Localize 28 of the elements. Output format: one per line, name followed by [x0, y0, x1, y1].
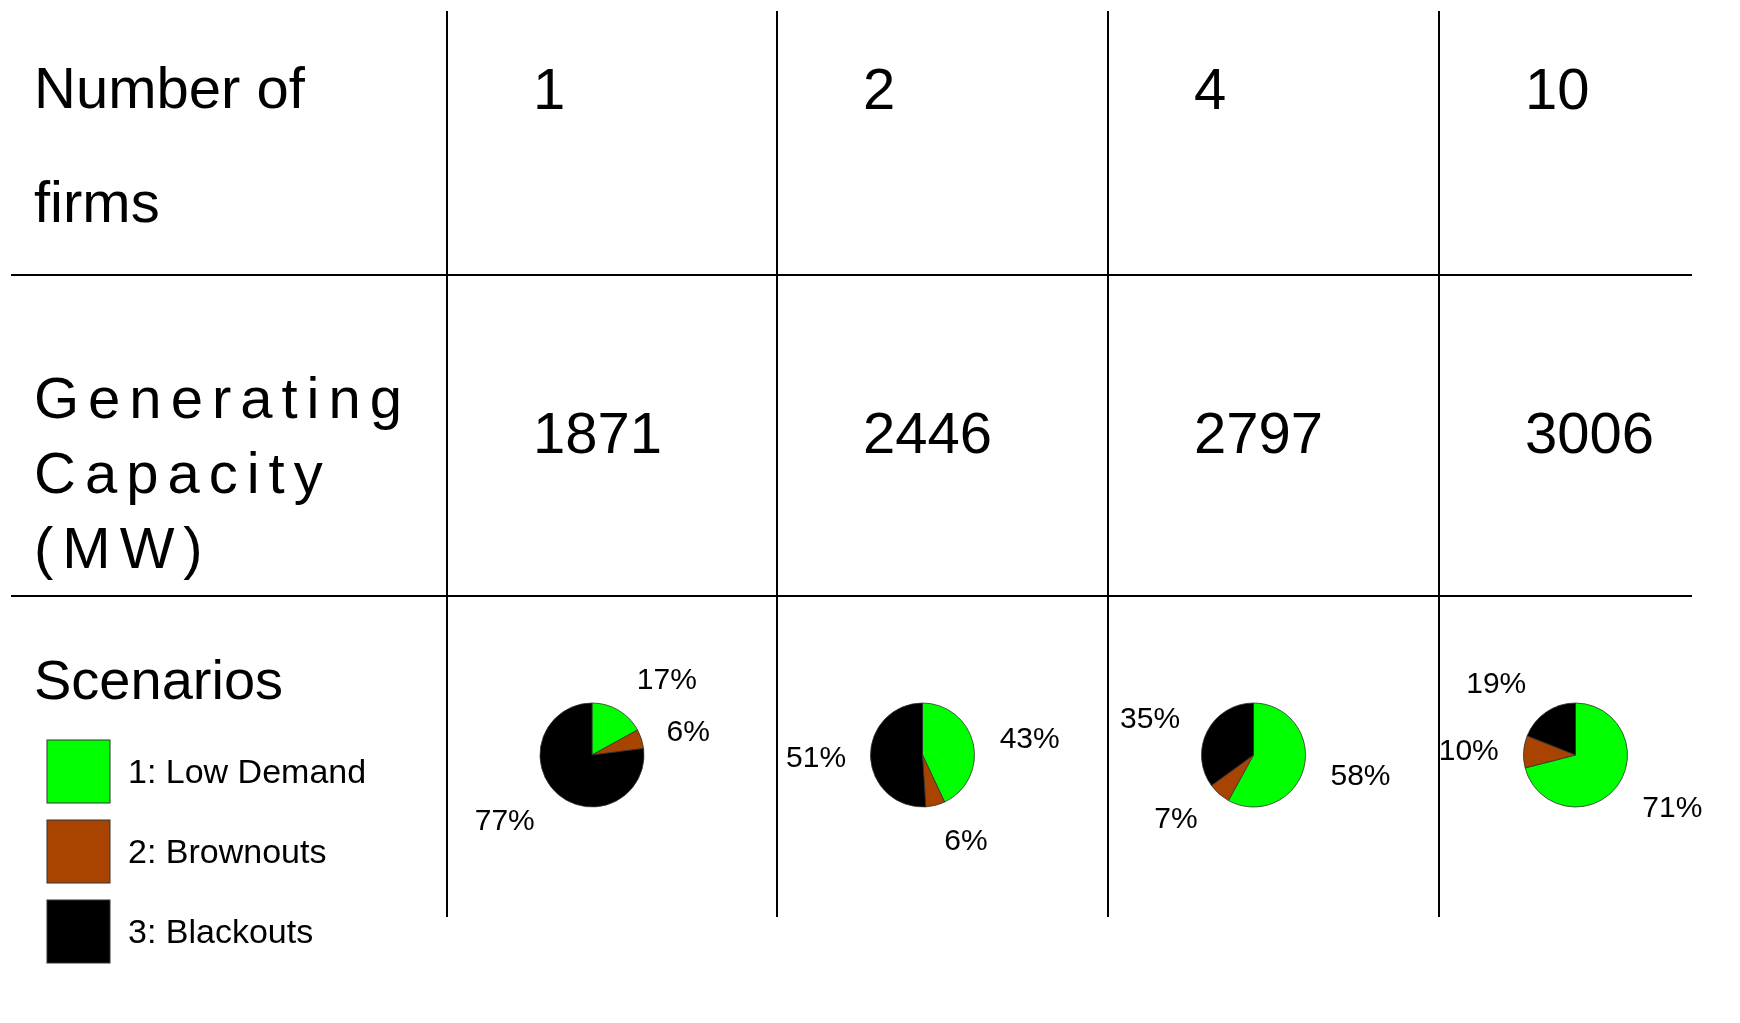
- chart-title: 10: [1525, 56, 1590, 121]
- chart-title: 2: [863, 56, 896, 121]
- data-label: 7%: [1154, 801, 1198, 835]
- chart-subtitle: 3006: [1525, 400, 1655, 465]
- text: Generating Capacity (MW): [34, 365, 411, 580]
- legend-label: 2: Brownouts: [128, 832, 327, 870]
- chart-title: 1: [533, 56, 566, 121]
- chart-title: 4: [1194, 56, 1227, 121]
- data-label: 51%: [786, 740, 847, 774]
- legend-label: 3: Blackouts: [128, 912, 314, 950]
- text: Number of firms: [34, 55, 306, 234]
- pie-slice: [539, 702, 645, 808]
- text: Scenarios: [34, 648, 284, 711]
- pie-slice: [1524, 702, 1628, 808]
- data-label: 10%: [1438, 733, 1499, 767]
- data-label: 19%: [1466, 665, 1527, 699]
- data-label: 6%: [944, 822, 988, 856]
- chart-subtitle: 2446: [863, 400, 993, 465]
- data-label: 43%: [999, 720, 1060, 754]
- data-label: 17%: [636, 662, 697, 696]
- data-label: 71%: [1642, 789, 1703, 823]
- chart-subtitle: 2797: [1194, 400, 1324, 465]
- data-label: 35%: [1120, 700, 1181, 734]
- data-label: 77%: [474, 802, 535, 836]
- chart-subtitle: 1871: [533, 400, 663, 465]
- data-label: 6%: [666, 713, 710, 747]
- data-label: 58%: [1330, 757, 1391, 791]
- legend-label: 1: Low Demand: [128, 752, 367, 790]
